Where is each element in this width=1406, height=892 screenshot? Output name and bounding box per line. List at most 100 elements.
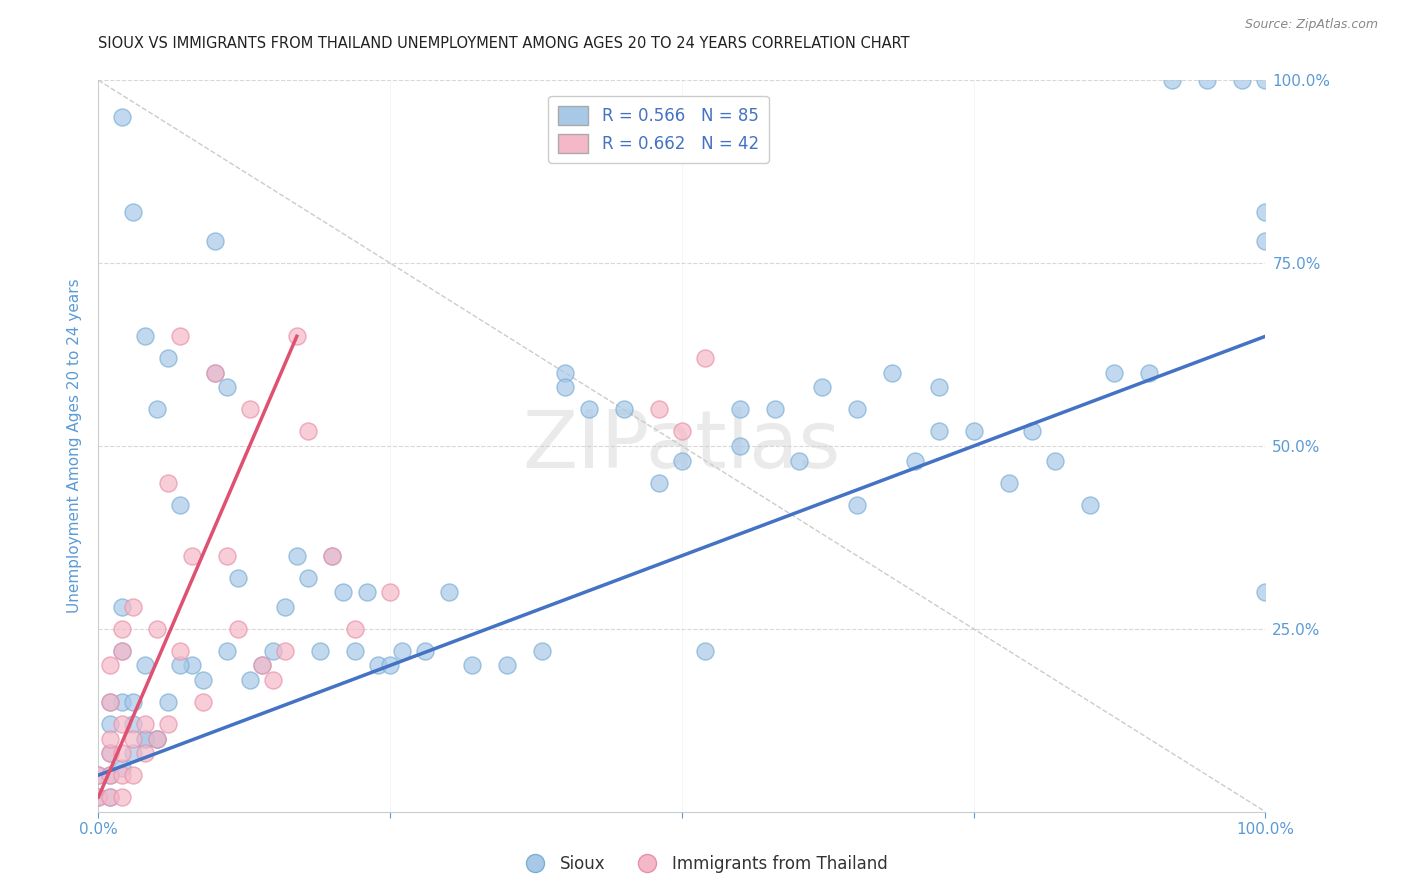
Point: [228, 571, 250, 585]
Point: [157, 351, 180, 366]
Point: [250, 658, 273, 673]
Point: [928, 380, 950, 394]
Point: [730, 402, 752, 417]
Point: [1254, 73, 1277, 87]
Point: [647, 402, 669, 417]
Point: [111, 768, 134, 782]
Point: [1137, 366, 1160, 380]
Legend: Sioux, Immigrants from Thailand: Sioux, Immigrants from Thailand: [512, 848, 894, 880]
Point: [578, 402, 600, 417]
Point: [1045, 453, 1067, 467]
Point: [215, 644, 238, 658]
Point: [1254, 585, 1277, 599]
Point: [122, 746, 145, 760]
Point: [1195, 73, 1218, 87]
Point: [122, 599, 145, 614]
Point: [204, 234, 226, 248]
Point: [239, 673, 262, 687]
Point: [285, 329, 308, 343]
Point: [87, 768, 110, 782]
Point: [730, 439, 752, 453]
Point: [169, 644, 191, 658]
Point: [297, 425, 319, 439]
Point: [98, 768, 121, 782]
Point: [671, 453, 693, 467]
Point: [180, 658, 202, 673]
Point: [169, 329, 191, 343]
Point: [671, 425, 693, 439]
Point: [285, 549, 308, 563]
Point: [180, 549, 202, 563]
Point: [274, 644, 297, 658]
Point: [111, 644, 134, 658]
Point: [274, 599, 297, 614]
Point: [111, 695, 134, 709]
Point: [134, 731, 156, 746]
Point: [169, 498, 191, 512]
Point: [98, 790, 121, 805]
Point: [495, 658, 517, 673]
Point: [309, 644, 332, 658]
Point: [169, 658, 191, 673]
Point: [204, 366, 226, 380]
Point: [98, 746, 121, 760]
Point: [647, 475, 669, 490]
Point: [1021, 425, 1043, 439]
Point: [193, 673, 215, 687]
Point: [461, 658, 484, 673]
Point: [87, 768, 110, 782]
Text: Source: ZipAtlas.com: Source: ZipAtlas.com: [1244, 18, 1378, 31]
Point: [695, 644, 717, 658]
Point: [846, 402, 869, 417]
Point: [239, 402, 262, 417]
Point: [146, 402, 169, 417]
Point: [87, 790, 110, 805]
Point: [146, 731, 169, 746]
Point: [378, 585, 402, 599]
Point: [122, 205, 145, 219]
Text: ZIPatlas: ZIPatlas: [523, 407, 841, 485]
Point: [437, 585, 460, 599]
Point: [98, 790, 121, 805]
Point: [1254, 234, 1277, 248]
Text: SIOUX VS IMMIGRANTS FROM THAILAND UNEMPLOYMENT AMONG AGES 20 TO 24 YEARS CORRELA: SIOUX VS IMMIGRANTS FROM THAILAND UNEMPL…: [98, 36, 910, 51]
Point: [297, 571, 319, 585]
Point: [344, 622, 367, 636]
Point: [134, 717, 156, 731]
Point: [157, 695, 180, 709]
Point: [695, 351, 717, 366]
Point: [98, 695, 121, 709]
Point: [111, 746, 134, 760]
Point: [134, 329, 156, 343]
Point: [111, 599, 134, 614]
Point: [367, 658, 389, 673]
Point: [1254, 205, 1277, 219]
Point: [554, 366, 576, 380]
Point: [146, 731, 169, 746]
Point: [157, 475, 180, 490]
Point: [1230, 73, 1253, 87]
Point: [204, 366, 226, 380]
Point: [98, 695, 121, 709]
Point: [962, 425, 984, 439]
Point: [111, 717, 134, 731]
Point: [344, 644, 367, 658]
Point: [554, 380, 576, 394]
Point: [111, 790, 134, 805]
Point: [111, 644, 134, 658]
Point: [356, 585, 378, 599]
Point: [262, 644, 284, 658]
Legend: R = 0.566   N = 85, R = 0.662   N = 42: R = 0.566 N = 85, R = 0.662 N = 42: [548, 96, 769, 162]
Point: [193, 695, 215, 709]
Point: [111, 110, 134, 124]
Point: [87, 790, 110, 805]
Point: [904, 453, 927, 467]
Point: [111, 761, 134, 775]
Point: [122, 731, 145, 746]
Point: [98, 731, 121, 746]
Point: [413, 644, 436, 658]
Point: [391, 644, 413, 658]
Point: [332, 585, 354, 599]
Point: [134, 658, 156, 673]
Point: [134, 746, 156, 760]
